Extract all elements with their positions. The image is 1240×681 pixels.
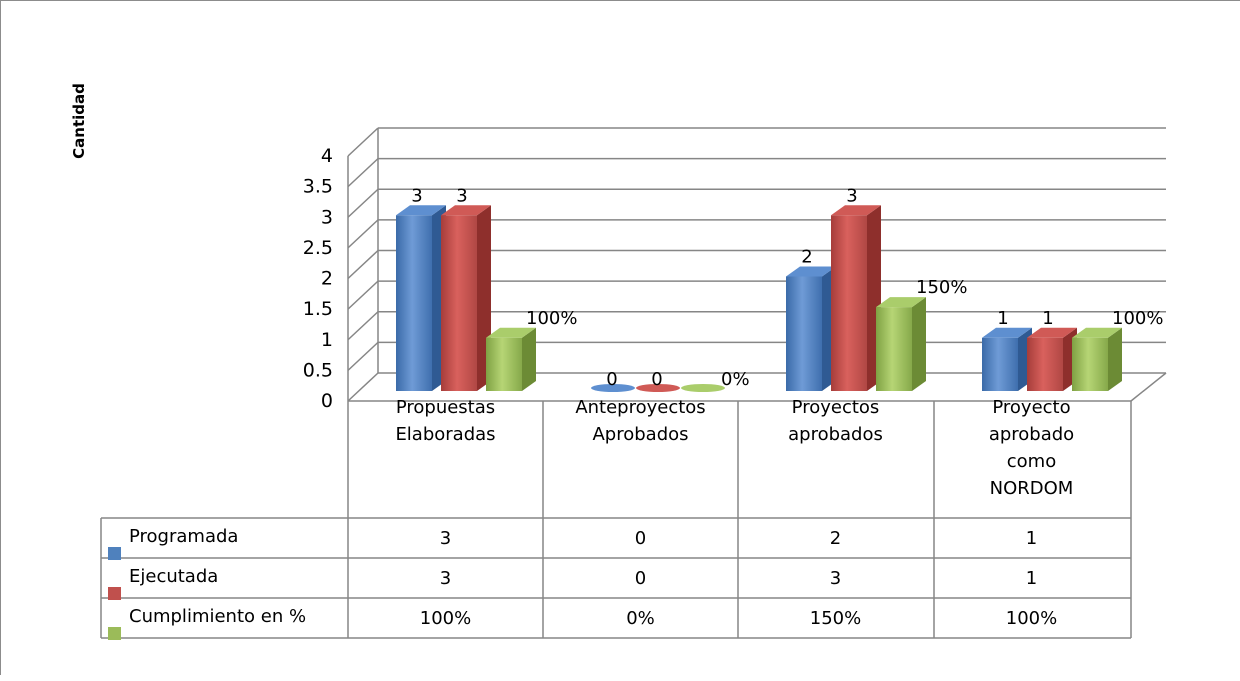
y-tick-label: 1 bbox=[321, 329, 333, 351]
bar-zero bbox=[636, 384, 680, 392]
bar-side bbox=[912, 297, 926, 391]
y-tick-label: 2 bbox=[321, 268, 333, 290]
y-tick-label: 0.5 bbox=[303, 359, 333, 381]
category-label-line: como bbox=[1007, 451, 1056, 472]
bar bbox=[486, 337, 522, 391]
gridline-side bbox=[347, 249, 379, 280]
bar-top bbox=[1027, 327, 1077, 338]
table-cell: 2 bbox=[830, 528, 841, 549]
data-label: 1 bbox=[1042, 308, 1053, 329]
table-cell: 0 bbox=[635, 528, 646, 549]
data-label: 0% bbox=[721, 369, 750, 390]
gridline-side bbox=[347, 158, 379, 188]
data-labels: 3 3 100% 0 0 0% 2 3 150% 1 1 100% bbox=[411, 185, 1163, 390]
gridline-side bbox=[347, 219, 379, 249]
table-cell: 150% bbox=[810, 608, 861, 629]
bar-side bbox=[1108, 327, 1122, 391]
y-tick-label: 1.5 bbox=[303, 298, 333, 320]
legend-key bbox=[108, 587, 121, 600]
data-label: 3 bbox=[846, 185, 857, 206]
gridline-side bbox=[347, 188, 379, 218]
category-label-line: Proyectos bbox=[792, 397, 880, 418]
bar bbox=[1072, 337, 1108, 391]
legend-key bbox=[108, 627, 121, 640]
category-label-line: NORDOM bbox=[990, 478, 1074, 499]
table-cell: 3 bbox=[440, 568, 451, 589]
bar-top bbox=[786, 266, 836, 277]
bar-top bbox=[876, 297, 926, 308]
category-label-line: aprobados bbox=[788, 424, 883, 445]
bar-zero bbox=[591, 384, 635, 392]
bar bbox=[876, 307, 912, 391]
data-table: Propuestas Elaboradas Anteproyectos Aprobad… bbox=[100, 397, 1132, 640]
legend-key bbox=[108, 547, 121, 560]
data-label: 0 bbox=[606, 369, 617, 390]
category-label-line: Aprobados bbox=[592, 424, 688, 445]
table-cell: 100% bbox=[420, 608, 471, 629]
y-axis-title: Cantidad bbox=[70, 83, 88, 159]
category-label-line: Proyecto bbox=[992, 397, 1070, 418]
category-label: Proyecto aprobado como NORDOM bbox=[989, 397, 1074, 499]
bar-top bbox=[831, 205, 881, 216]
table-cell: 0 bbox=[635, 568, 646, 589]
gridline-side bbox=[347, 280, 379, 310]
bar bbox=[441, 215, 477, 391]
data-label: 150% bbox=[916, 277, 967, 298]
bar bbox=[831, 215, 867, 391]
table-cell: 3 bbox=[440, 528, 451, 549]
row-header: Cumplimiento en % bbox=[129, 606, 306, 627]
table-cell: 1 bbox=[1026, 568, 1037, 589]
bar-top bbox=[1072, 327, 1122, 338]
bar-top bbox=[982, 327, 1032, 338]
data-label: 2 bbox=[801, 247, 812, 268]
category-label-line: Propuestas bbox=[396, 397, 495, 418]
category-label: Proyectos aprobados bbox=[788, 397, 883, 445]
data-label: 3 bbox=[411, 185, 422, 206]
bar bbox=[982, 337, 1018, 391]
y-tick-label: 0 bbox=[321, 390, 333, 412]
bar-top bbox=[486, 327, 536, 338]
y-tick-label: 3 bbox=[321, 206, 333, 228]
row-header: Ejecutada bbox=[129, 566, 218, 587]
bar-top bbox=[396, 205, 446, 216]
category-label: Propuestas Elaboradas bbox=[395, 397, 495, 445]
data-label: 3 bbox=[456, 185, 467, 206]
y-tick-label: 3.5 bbox=[303, 176, 333, 198]
bar bbox=[786, 276, 822, 391]
row-header: Programada bbox=[129, 526, 238, 547]
y-tick-label: 4 bbox=[321, 145, 333, 167]
bar-zero bbox=[681, 384, 725, 392]
gridline-side bbox=[347, 372, 379, 402]
data-label: 1 bbox=[997, 308, 1008, 329]
bar bbox=[1027, 337, 1063, 391]
table-cell: 3 bbox=[830, 568, 841, 589]
bar-side bbox=[522, 327, 536, 391]
table-cell: 1 bbox=[1026, 528, 1037, 549]
gridline-side bbox=[347, 127, 379, 157]
bar bbox=[396, 215, 432, 391]
floor-right-edge bbox=[1130, 372, 1167, 402]
data-label: 100% bbox=[1112, 308, 1163, 329]
category-label: Anteproyectos Aprobados bbox=[575, 397, 705, 445]
bars bbox=[396, 205, 1122, 392]
gridline-side bbox=[347, 311, 379, 341]
category-label-line: Anteproyectos bbox=[575, 397, 705, 418]
table-cell: 100% bbox=[1006, 608, 1057, 629]
table-cell: 0% bbox=[626, 608, 655, 629]
category-label-line: Elaboradas bbox=[395, 424, 495, 445]
data-label: 0 bbox=[651, 369, 662, 390]
bar-top bbox=[441, 205, 491, 216]
category-label-line: aprobado bbox=[989, 424, 1074, 445]
gridline-side bbox=[347, 341, 379, 371]
data-label: 100% bbox=[526, 308, 577, 329]
y-tick-label: 2.5 bbox=[303, 237, 333, 259]
